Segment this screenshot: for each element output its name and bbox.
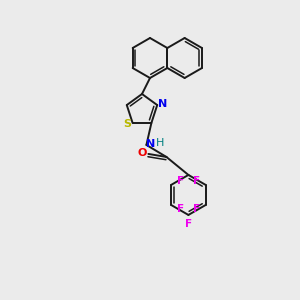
Text: H: H (156, 138, 165, 148)
Text: F: F (193, 204, 200, 214)
Text: N: N (158, 99, 167, 109)
Text: F: F (193, 176, 200, 186)
Text: O: O (138, 148, 147, 158)
Text: F: F (185, 219, 192, 229)
Text: S: S (124, 119, 132, 129)
Text: N: N (146, 139, 155, 149)
Text: F: F (176, 176, 184, 186)
Text: F: F (176, 204, 184, 214)
